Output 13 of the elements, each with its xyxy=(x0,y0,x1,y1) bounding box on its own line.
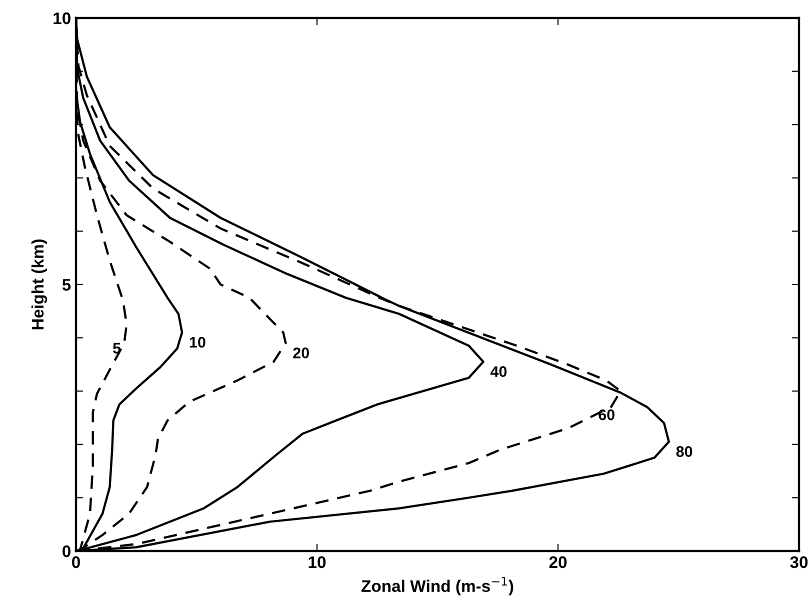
y-tick-label: 10 xyxy=(54,12,70,24)
x-axis-title: Zonal Wind (m-s$^{−1}$) xyxy=(361,576,514,596)
x-tick-label: 10 xyxy=(308,556,326,568)
x-tick-label: 0 xyxy=(72,556,80,568)
series-label: 20 xyxy=(293,348,309,358)
series-label: 80 xyxy=(676,446,692,457)
series-label: 40 xyxy=(490,366,507,377)
x-tick-label: 20 xyxy=(549,556,567,568)
y-axis-title: Height (km) xyxy=(31,239,48,330)
y-tick-label: 0 xyxy=(62,545,70,558)
y-tick-label: 5 xyxy=(62,279,71,291)
series-label: 10 xyxy=(190,336,206,348)
x-tick-label: 30 xyxy=(790,556,808,568)
